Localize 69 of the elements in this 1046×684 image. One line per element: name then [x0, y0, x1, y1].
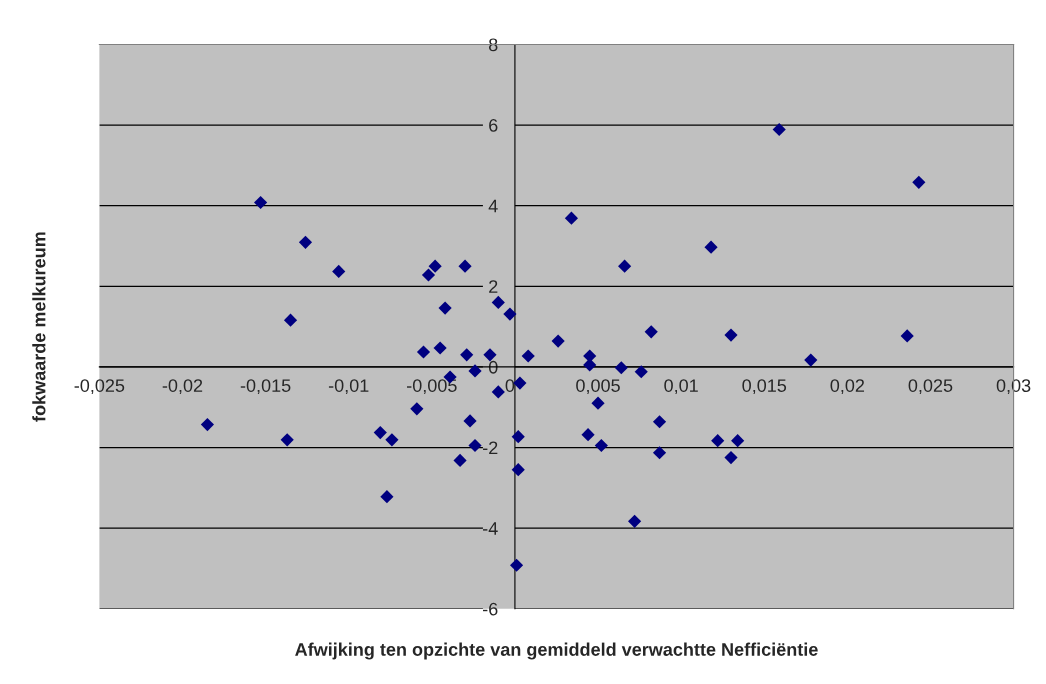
- point: [483, 348, 497, 362]
- point: [564, 211, 579, 225]
- point: [503, 307, 517, 321]
- point: [711, 434, 725, 448]
- x-axis-title: Afwijking ten opzichte van gemiddeld verwachtte Nefficiëntie: [295, 642, 818, 660]
- point: [332, 264, 346, 278]
- point: [614, 361, 628, 375]
- point: [468, 438, 482, 453]
- point: [772, 122, 786, 137]
- point: [634, 365, 648, 379]
- point: [416, 345, 431, 359]
- point: [410, 402, 424, 416]
- point: [373, 426, 387, 440]
- point: [453, 453, 467, 468]
- point: [511, 430, 525, 444]
- point: [900, 329, 914, 343]
- point: [644, 325, 658, 339]
- x-tick-label: -0,005: [407, 379, 457, 395]
- point: [463, 414, 477, 428]
- point: [551, 334, 565, 348]
- point: [581, 428, 595, 442]
- point: [421, 268, 436, 282]
- y-axis-title: fokwaarde melkureum: [32, 232, 46, 422]
- y-tick-label: -2: [483, 441, 498, 455]
- point: [460, 348, 474, 362]
- point: [200, 417, 214, 432]
- point: [628, 514, 642, 528]
- x-tick-label: -0,01: [328, 379, 369, 395]
- point: [618, 259, 632, 273]
- point: [283, 313, 298, 327]
- point: [380, 490, 394, 504]
- point: [594, 438, 608, 453]
- point: [509, 558, 524, 572]
- point: [511, 463, 525, 477]
- point: [652, 415, 667, 429]
- x-tick-label: -0,025: [74, 379, 125, 395]
- point: [468, 364, 482, 378]
- x-tick-label: 0,01: [664, 379, 698, 395]
- point: [521, 349, 535, 363]
- x-tick-label: 0,025: [908, 379, 953, 395]
- y-tick-label: 6: [489, 119, 498, 132]
- point: [491, 295, 505, 310]
- point: [724, 451, 738, 465]
- point: [433, 341, 447, 355]
- x-tick-label: -0,02: [162, 379, 203, 395]
- point: [491, 385, 505, 399]
- x-tick-label: 0,005: [576, 379, 620, 395]
- y-tick-label: -4: [483, 522, 498, 535]
- point: [912, 175, 926, 189]
- point: [298, 235, 313, 249]
- point: [704, 240, 718, 254]
- point: [280, 433, 294, 447]
- x-tick-label: -0,015: [240, 379, 291, 395]
- point: [458, 259, 472, 273]
- y-tick-label: 4: [488, 199, 498, 213]
- point: [804, 353, 818, 367]
- y-tick-label: 2: [489, 280, 498, 293]
- point: [428, 259, 442, 273]
- point: [591, 396, 605, 410]
- x-tick-label: 0,02: [830, 379, 865, 395]
- point: [583, 358, 597, 372]
- point: [724, 328, 738, 342]
- point: [731, 434, 745, 448]
- point: [254, 195, 268, 210]
- x-tick-label: 0,015: [742, 379, 787, 395]
- point: [652, 446, 667, 460]
- point: [438, 301, 452, 315]
- point: [385, 433, 399, 447]
- y-tick-label: -6: [483, 602, 498, 616]
